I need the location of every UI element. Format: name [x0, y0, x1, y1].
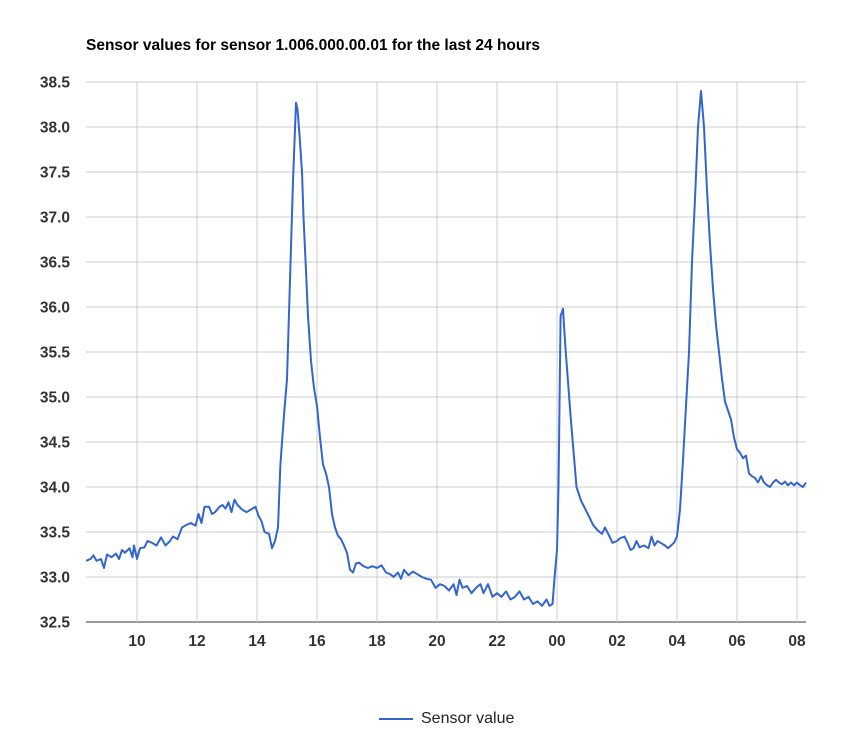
- y-tick-label: 36.5: [40, 255, 71, 272]
- x-tick-label: 10: [128, 633, 145, 650]
- x-tick-label: 20: [428, 633, 445, 650]
- y-tick-label: 34.0: [40, 480, 70, 497]
- y-tick-label: 38.5: [40, 75, 71, 92]
- x-tick-label: 02: [608, 633, 625, 650]
- x-tick-label: 14: [248, 633, 266, 650]
- x-tick-label: 08: [788, 633, 806, 650]
- x-tick-label: 16: [308, 633, 326, 650]
- y-tick-label: 35.5: [40, 345, 71, 362]
- grid-layer: [86, 81, 806, 623]
- y-tick-label: 34.5: [40, 435, 71, 452]
- x-tick-label: 00: [548, 633, 565, 650]
- series-layer: [85, 90, 807, 607]
- y-tick-label: 33.5: [40, 525, 71, 542]
- x-tick-label: 18: [368, 633, 386, 650]
- y-tick-label: 33.0: [40, 570, 70, 587]
- chart-title: Sensor values for sensor 1.006.000.00.01…: [86, 37, 541, 54]
- y-tick-label: 38.0: [40, 120, 70, 137]
- series-line-sensor-value: [85, 90, 807, 607]
- y-tick-label: 32.5: [40, 615, 71, 632]
- legend: Sensor value: [379, 710, 514, 728]
- y-tick-label: 35.0: [40, 390, 70, 407]
- x-tick-label: 04: [668, 633, 686, 650]
- y-tick-label: 37.5: [40, 165, 71, 182]
- legend-label: Sensor value: [421, 710, 515, 727]
- x-tick-label: 06: [728, 633, 746, 650]
- y-tick-label: 37.0: [40, 210, 70, 227]
- x-tick-label: 12: [188, 633, 205, 650]
- x-axis-tick-labels: 10 12 14 16 18 20 22 00 02 04 06 08: [128, 633, 806, 650]
- x-tick-label: 22: [488, 633, 505, 650]
- y-tick-label: 36.0: [40, 300, 70, 317]
- legend-swatch: [379, 718, 413, 720]
- y-axis-tick-labels: 32.5 33.0 33.5 34.0 34.5 35.0 35.5 36.0 36.5 37.0…: [40, 75, 71, 632]
